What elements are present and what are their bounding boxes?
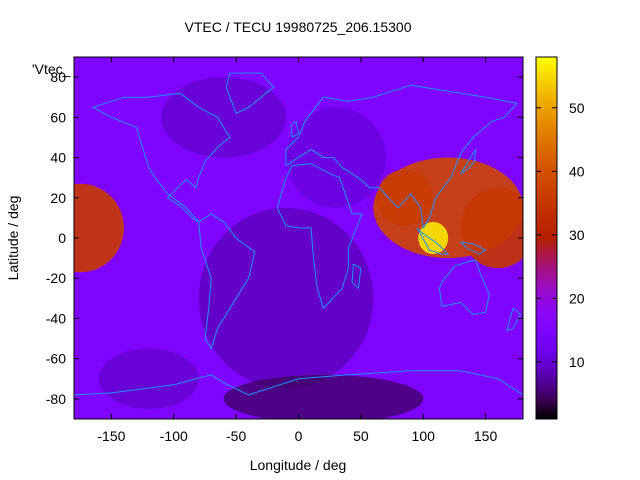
coastline xyxy=(460,241,487,255)
high-tec-blob xyxy=(460,187,523,269)
x-tick-label: 150 xyxy=(474,428,498,444)
y-tick-label: -20 xyxy=(46,270,66,286)
high-tec-blob xyxy=(74,183,124,273)
high-tec-blob xyxy=(418,221,449,255)
coastline xyxy=(460,149,477,175)
colorbar-tick-label: 50 xyxy=(569,100,585,116)
y-tick-label: 80 xyxy=(50,69,66,85)
coastline xyxy=(92,92,231,223)
low-tec-region xyxy=(161,77,287,158)
coastline xyxy=(438,259,490,315)
coastline xyxy=(416,227,450,255)
y-tick-label: 60 xyxy=(50,109,66,125)
x-axis-label: Longitude / deg xyxy=(250,457,347,473)
y-tick-label: 0 xyxy=(58,230,66,246)
y-tick-label: 20 xyxy=(50,190,66,206)
coastline xyxy=(276,163,363,310)
coastlines xyxy=(74,72,523,419)
key-label: 'Vtec_ xyxy=(32,61,71,77)
colorbar-tick-label: 30 xyxy=(569,227,585,243)
coastline xyxy=(506,308,522,332)
x-tick-label: -100 xyxy=(160,428,188,444)
chart-title: VTEC / TECU 19980725_206.15300 xyxy=(184,19,411,35)
y-tick-label: -80 xyxy=(46,391,66,407)
coastline xyxy=(351,263,362,290)
colorbar xyxy=(535,56,558,420)
coastline xyxy=(198,213,256,350)
low-tec-region xyxy=(198,207,374,389)
coastline xyxy=(285,84,518,230)
x-tick-label: 100 xyxy=(412,428,436,444)
low-tec-region xyxy=(286,107,386,208)
coastline xyxy=(225,72,275,114)
colorbar-tick-label: 40 xyxy=(569,163,585,179)
y-tick-label: 40 xyxy=(50,150,66,166)
colorbar-tick-label: 10 xyxy=(569,354,585,370)
colorbar-tick-label: 20 xyxy=(569,290,585,306)
heatmap-field xyxy=(74,77,523,419)
x-tick-label: 0 xyxy=(295,428,303,444)
x-tick-label: 50 xyxy=(353,428,369,444)
coastline xyxy=(290,120,300,138)
coastline xyxy=(74,370,523,419)
y-tick-label: -60 xyxy=(46,351,66,367)
y-tick-label: -40 xyxy=(46,310,66,326)
low-tec-region xyxy=(98,348,199,409)
high-tec-blob xyxy=(377,169,432,226)
x-tick-label: -50 xyxy=(226,428,246,444)
low-tec-region xyxy=(223,374,424,419)
x-tick-label: -150 xyxy=(97,428,125,444)
y-axis-label: Latitude / deg xyxy=(5,196,21,281)
